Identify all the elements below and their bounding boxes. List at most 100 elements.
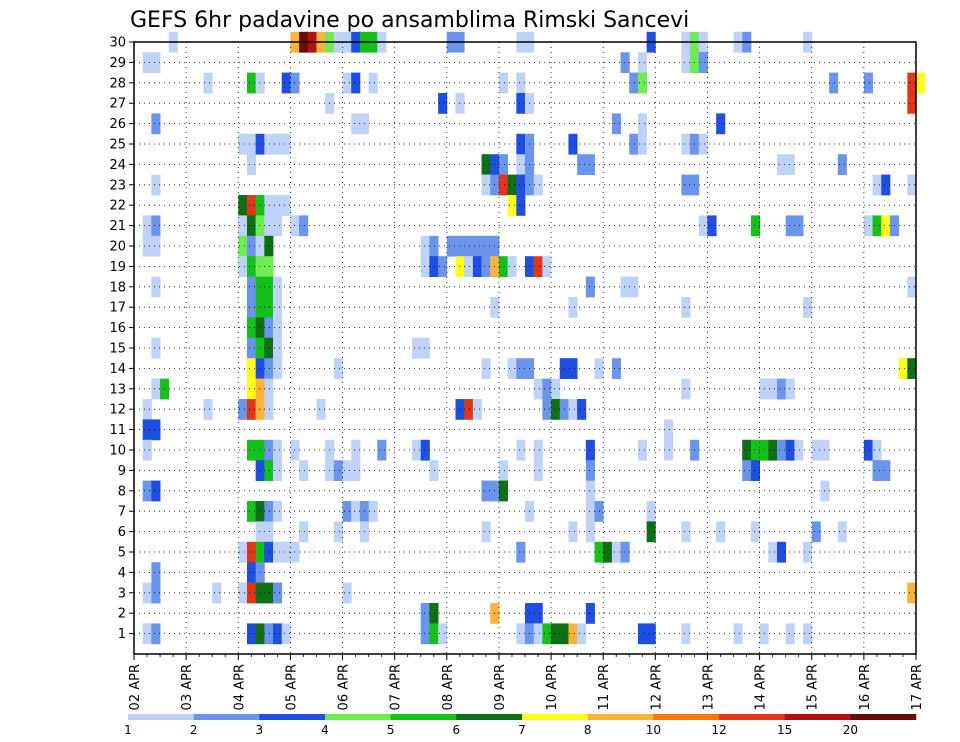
heatmap-cell <box>429 623 439 645</box>
heatmap-cell <box>273 439 283 461</box>
colorbar-swatch <box>390 714 457 720</box>
heatmap-cell <box>872 174 882 196</box>
heatmap-cell <box>551 378 561 400</box>
y-tick-label: 21 <box>109 219 126 234</box>
heatmap-cell <box>273 297 283 318</box>
heatmap-cell <box>681 133 691 155</box>
heatmap-cell <box>264 399 274 420</box>
heatmap-cell <box>264 215 283 237</box>
heatmap-cell <box>438 623 448 645</box>
heatmap-cell <box>803 297 813 318</box>
heatmap-cell <box>246 215 257 237</box>
colorbar-label: 12 <box>711 723 726 737</box>
heatmap-cell <box>255 215 265 237</box>
heatmap-cell <box>246 297 257 318</box>
heatmap-cell <box>273 541 300 563</box>
heatmap-cell <box>533 623 543 645</box>
heatmap-cell <box>585 276 595 298</box>
heatmap-cell <box>533 439 543 461</box>
heatmap-cell <box>620 541 630 563</box>
heatmap-cell <box>238 195 248 216</box>
heatmap-cell <box>481 358 491 379</box>
heatmap-cells <box>142 31 926 645</box>
heatmap-cell <box>264 460 274 481</box>
y-tick-label: 7 <box>118 505 126 520</box>
heatmap-cell <box>611 541 621 563</box>
heatmap-cell <box>246 337 257 359</box>
heatmap-cell <box>785 439 795 461</box>
x-tick-label: 13 APR <box>701 664 716 710</box>
heatmap-cell <box>516 154 526 175</box>
heatmap-cell <box>698 52 708 73</box>
heatmap-cell <box>716 113 726 135</box>
heatmap-cell <box>142 215 152 237</box>
heatmap-cell <box>637 623 656 645</box>
heatmap-cell <box>299 521 309 543</box>
y-tick-label: 24 <box>109 158 126 173</box>
heatmap-cell <box>273 358 283 379</box>
heatmap-cell <box>299 215 309 237</box>
heatmap-cell <box>264 235 274 257</box>
heatmap-cell <box>246 358 257 379</box>
heatmap-cell <box>368 501 378 522</box>
heatmap-cell <box>142 439 152 461</box>
heatmap-cell <box>246 582 257 604</box>
heatmap-cell <box>420 439 430 461</box>
heatmap-cell <box>516 93 526 114</box>
heatmap-cell <box>203 72 213 94</box>
y-tick-label: 4 <box>118 566 126 581</box>
x-tick-label: 16 APR <box>858 664 873 710</box>
heatmap-cell <box>863 439 873 461</box>
x-tick-label: 06 APR <box>337 664 352 710</box>
heatmap-cell <box>246 439 265 461</box>
heatmap-cell <box>238 399 248 420</box>
heatmap-cell <box>611 358 621 379</box>
heatmap-cell <box>255 195 265 216</box>
colorbar-label: 7 <box>518 723 526 737</box>
heatmap-cell <box>368 72 378 94</box>
heatmap-cell <box>455 93 465 114</box>
heatmap-cell <box>273 276 283 298</box>
heatmap-cell <box>255 501 265 522</box>
heatmap-cell <box>246 256 257 277</box>
heatmap-cell <box>151 378 161 400</box>
x-tick-label: 03 APR <box>180 664 195 710</box>
heatmap-cell <box>238 256 248 277</box>
colorbar-swatch <box>850 714 917 720</box>
heatmap-cell <box>151 215 161 237</box>
y-tick-label: 18 <box>109 280 126 295</box>
heatmap-cell <box>698 133 708 155</box>
heatmap-cell <box>342 72 352 94</box>
heatmap-cell <box>507 256 517 277</box>
y-tick-label: 8 <box>118 484 126 499</box>
heatmap-cell <box>246 562 257 583</box>
heatmap-cell <box>412 439 422 461</box>
y-tick-label: 2 <box>118 607 126 622</box>
x-tick-label: 17 APR <box>910 664 925 710</box>
heatmap-cell <box>255 235 265 257</box>
y-tick-label: 5 <box>118 546 126 561</box>
heatmap-cell <box>776 378 787 400</box>
heatmap-cell <box>907 276 917 298</box>
heatmap-cell <box>246 72 257 94</box>
heatmap-cell <box>629 133 639 155</box>
colorbar-swatch <box>719 714 785 720</box>
heatmap-cell <box>255 337 265 359</box>
heatmap-cell <box>863 72 873 94</box>
heatmap-cell <box>281 623 291 645</box>
heatmap-cell <box>342 501 352 522</box>
heatmap-cell <box>881 174 891 196</box>
heatmap-cell <box>551 399 561 420</box>
x-tick-label: 04 APR <box>232 664 247 710</box>
heatmap-cell <box>255 317 265 339</box>
heatmap-cell <box>472 399 482 420</box>
x-tick-label: 11 APR <box>597 664 612 710</box>
heatmap-cell <box>246 154 257 175</box>
heatmap-cell <box>585 480 595 502</box>
heatmap-cell <box>151 419 161 441</box>
heatmap-cell <box>707 215 717 237</box>
heatmap-cell <box>750 521 760 543</box>
heatmap-cell <box>238 582 248 604</box>
heatmap-cell <box>681 623 691 645</box>
